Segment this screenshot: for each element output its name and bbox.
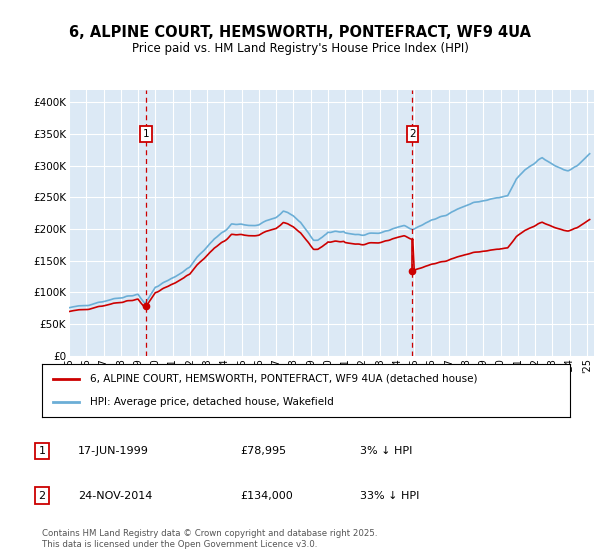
- Text: 6, ALPINE COURT, HEMSWORTH, PONTEFRACT, WF9 4UA: 6, ALPINE COURT, HEMSWORTH, PONTEFRACT, …: [69, 25, 531, 40]
- Text: 1: 1: [143, 129, 149, 139]
- Text: 1: 1: [38, 446, 46, 456]
- Text: 2: 2: [409, 129, 416, 139]
- Text: 2: 2: [38, 491, 46, 501]
- Text: 24-NOV-2014: 24-NOV-2014: [78, 491, 152, 501]
- Text: Contains HM Land Registry data © Crown copyright and database right 2025.
This d: Contains HM Land Registry data © Crown c…: [42, 529, 377, 549]
- Text: 17-JUN-1999: 17-JUN-1999: [78, 446, 149, 456]
- Text: Price paid vs. HM Land Registry's House Price Index (HPI): Price paid vs. HM Land Registry's House …: [131, 42, 469, 55]
- Text: 6, ALPINE COURT, HEMSWORTH, PONTEFRACT, WF9 4UA (detached house): 6, ALPINE COURT, HEMSWORTH, PONTEFRACT, …: [89, 374, 477, 384]
- Text: HPI: Average price, detached house, Wakefield: HPI: Average price, detached house, Wake…: [89, 397, 333, 407]
- Text: 3% ↓ HPI: 3% ↓ HPI: [360, 446, 412, 456]
- Text: £134,000: £134,000: [240, 491, 293, 501]
- Text: £78,995: £78,995: [240, 446, 286, 456]
- Text: 33% ↓ HPI: 33% ↓ HPI: [360, 491, 419, 501]
